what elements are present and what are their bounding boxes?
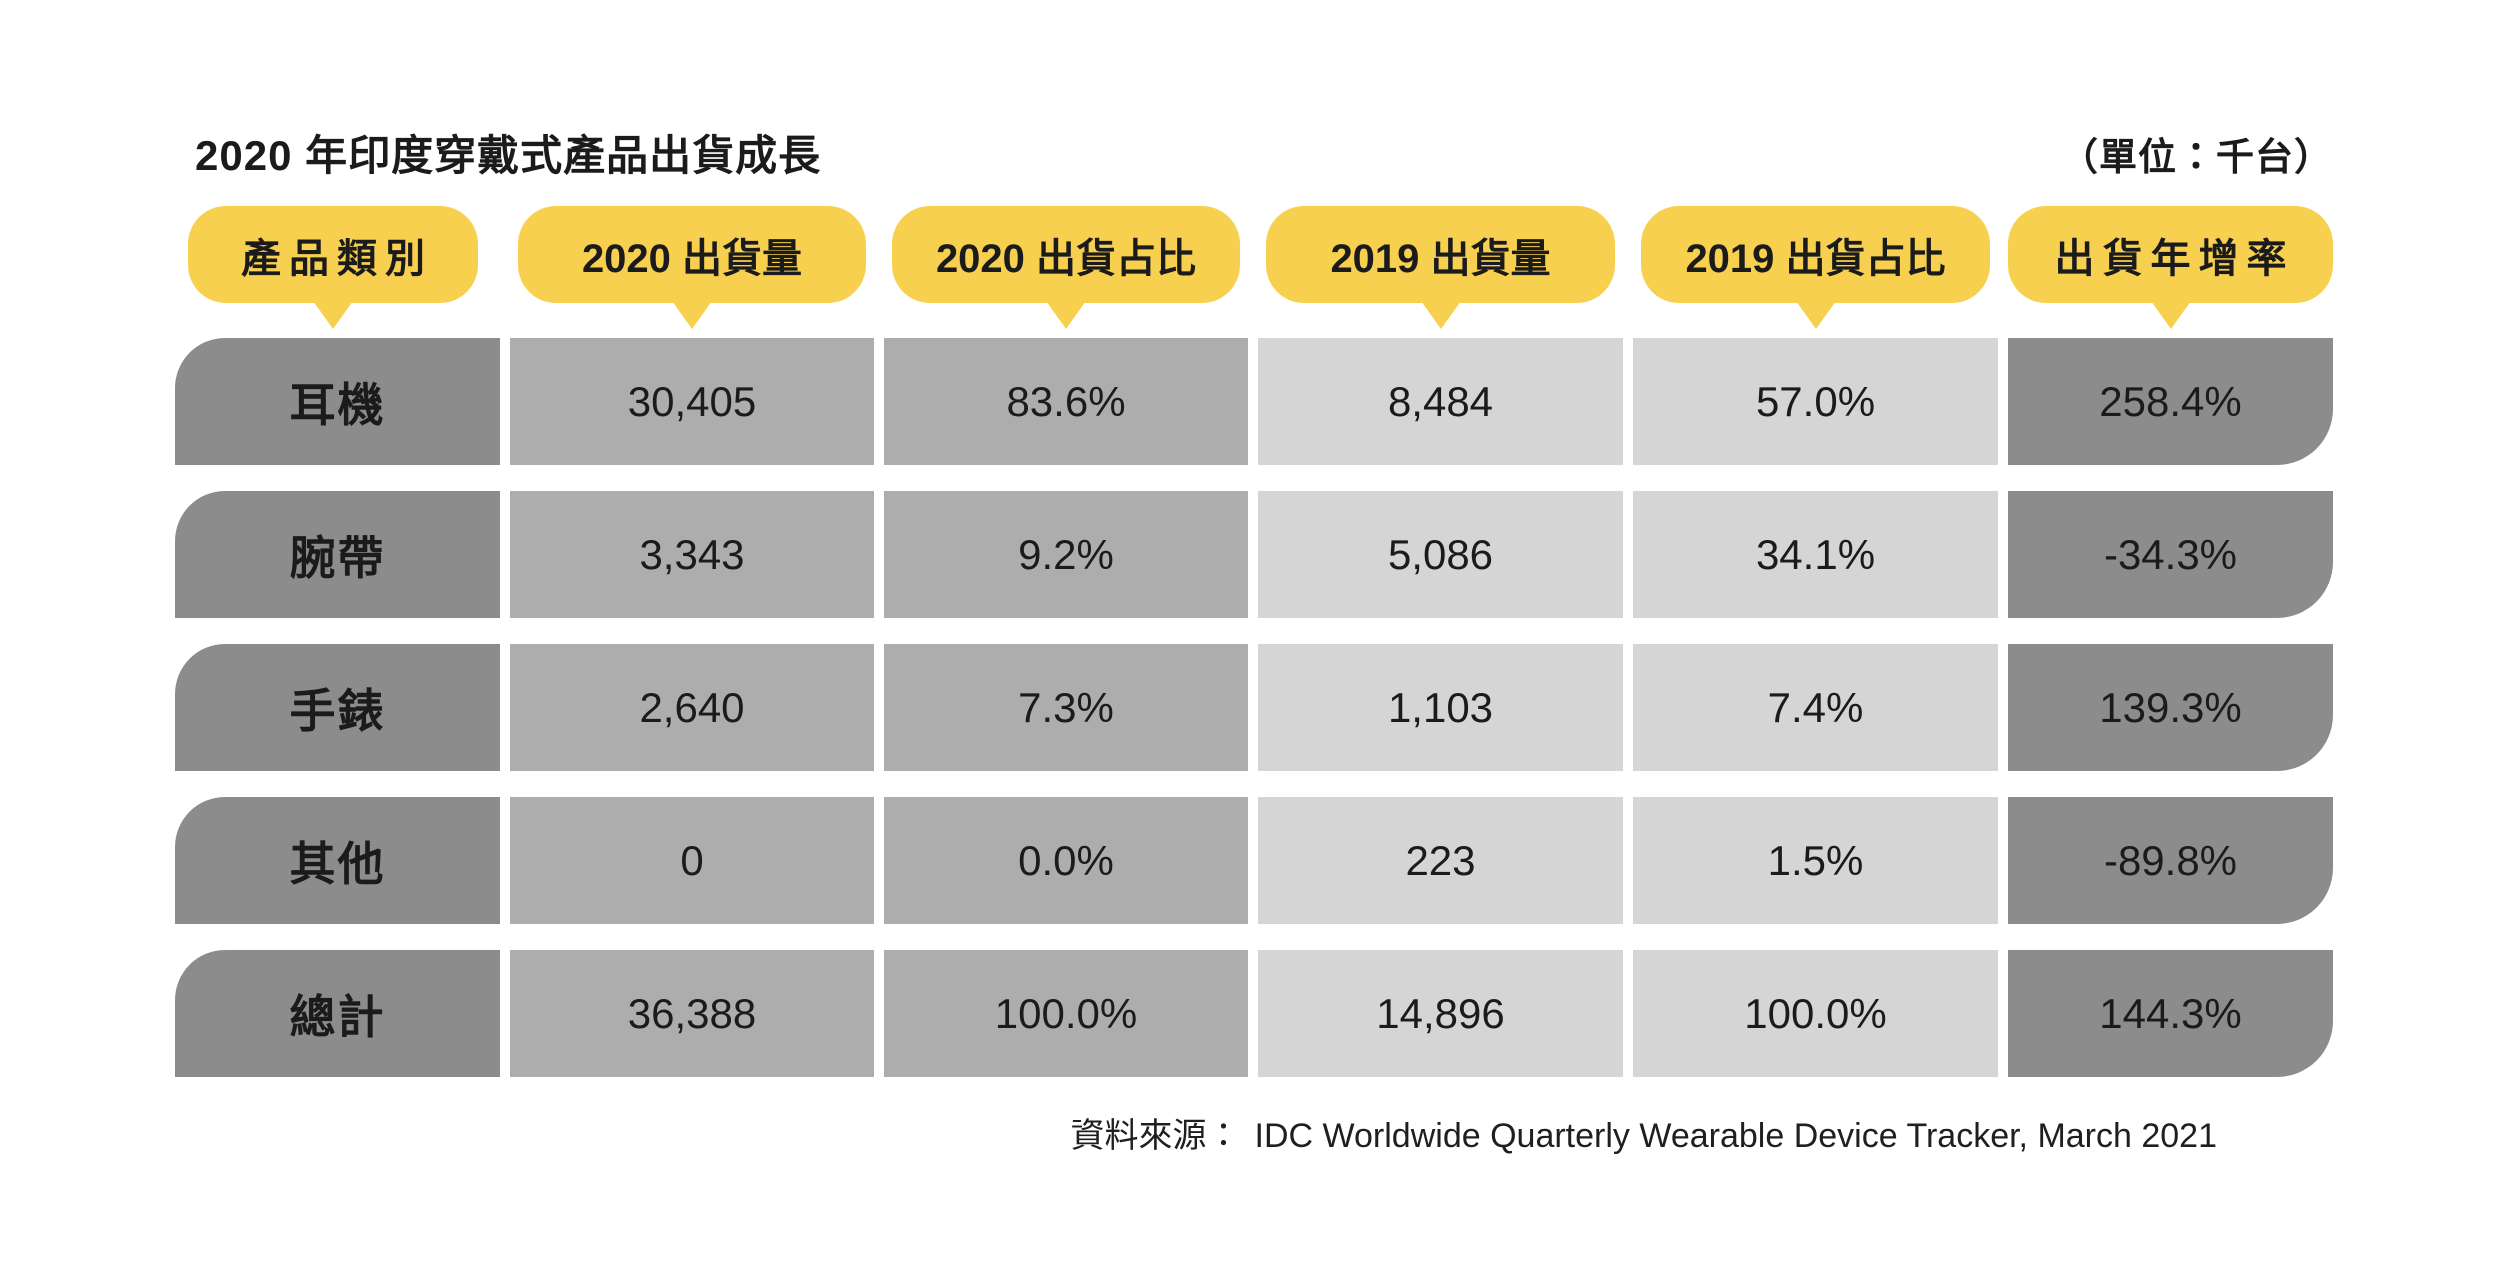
pointer-tail-icon bbox=[672, 301, 712, 329]
category-cell: 耳機 bbox=[175, 338, 500, 465]
table-cell: 223 bbox=[1258, 797, 1623, 924]
table-cell: 34.1% bbox=[1633, 491, 1998, 618]
table-cell: 3,343 bbox=[510, 491, 874, 618]
pointer-tail-icon bbox=[1795, 301, 1836, 329]
table-cell: 1.5% bbox=[1633, 797, 1998, 924]
table-cell: 8,484 bbox=[1258, 338, 1623, 465]
column-header-label: 2019 出貨量 bbox=[1330, 236, 1551, 281]
pointer-tail-icon bbox=[1046, 301, 1086, 329]
category-cell: 腕帶 bbox=[175, 491, 500, 618]
column-header-label: 2020 出貨量 bbox=[581, 236, 803, 281]
table-cell: 57.0% bbox=[1633, 338, 1998, 465]
column-header-product-category: 產品類別 bbox=[188, 206, 478, 329]
table-cell: 36,388 bbox=[510, 950, 874, 1077]
table-cell: 258.4% bbox=[2008, 338, 2333, 465]
column-header-label: 出貨年增率 bbox=[2054, 236, 2295, 281]
table-cell: 2,640 bbox=[510, 644, 874, 771]
column-header-label: 2020 出貨占比 bbox=[935, 236, 1197, 281]
table-cell: 1,103 bbox=[1258, 644, 1623, 771]
table-cell: 30,405 bbox=[510, 338, 874, 465]
table-cell: 83.6% bbox=[884, 338, 1248, 465]
category-cell: 總計 bbox=[175, 950, 500, 1077]
category-cell: 手錶 bbox=[175, 644, 500, 771]
pointer-tail-icon bbox=[313, 301, 353, 329]
source-label: 資料來源： bbox=[1070, 1117, 1241, 1155]
pointer-tail-icon bbox=[2150, 301, 2191, 329]
table-cell: 0 bbox=[510, 797, 874, 924]
source-text: IDC Worldwide Quarterly Wearable Device … bbox=[1254, 1117, 2217, 1155]
table-cell: 5,086 bbox=[1258, 491, 1623, 618]
table-cell: -34.3% bbox=[2008, 491, 2333, 618]
data-table: 耳機 30,405 83.6% 8,484 57.0% 258.4% 腕帶 3,… bbox=[175, 338, 2333, 1077]
category-cell: 其他 bbox=[175, 797, 500, 924]
column-header-label: 2019 出貨占比 bbox=[1685, 236, 1946, 281]
table-cell: -89.8% bbox=[2008, 797, 2333, 924]
table-cell: 139.3% bbox=[2008, 644, 2333, 771]
table-cell: 100.0% bbox=[1633, 950, 1998, 1077]
pointer-tail-icon bbox=[1420, 301, 1461, 329]
column-header-row: 產品類別 2020 出貨量 2020 出貨占比 2019 出貨量 2019 出貨… bbox=[175, 206, 2333, 329]
table-cell: 100.0% bbox=[884, 950, 1248, 1077]
table-cell: 7.3% bbox=[884, 644, 1248, 771]
column-header-2019-share: 2019 出貨占比 bbox=[1641, 206, 1990, 329]
table-cell: 9.2% bbox=[884, 491, 1248, 618]
column-header-label: 產品類別 bbox=[241, 236, 433, 281]
column-header-2019-shipments: 2019 出貨量 bbox=[1266, 206, 1615, 329]
table-cell: 144.3% bbox=[2008, 950, 2333, 1077]
column-header-2020-shipments: 2020 出貨量 bbox=[518, 206, 866, 329]
header-row: 2020 年印度穿戴式產品出貨成長 （單位：千台） bbox=[175, 122, 2333, 183]
column-header-2020-share: 2020 出貨占比 bbox=[892, 206, 1240, 329]
table-cell: 7.4% bbox=[1633, 644, 1998, 771]
table-cell: 0.0% bbox=[884, 797, 1248, 924]
unit-note: （單位：千台） bbox=[2059, 137, 2333, 179]
source-note: 資料來源： IDC Worldwide Quarterly Wearable D… bbox=[1071, 1108, 2217, 1157]
table-cell: 14,896 bbox=[1258, 950, 1623, 1077]
page-title: 2020 年印度穿戴式產品出貨成長 bbox=[195, 132, 822, 179]
column-header-yoy-growth: 出貨年增率 bbox=[2008, 206, 2333, 329]
